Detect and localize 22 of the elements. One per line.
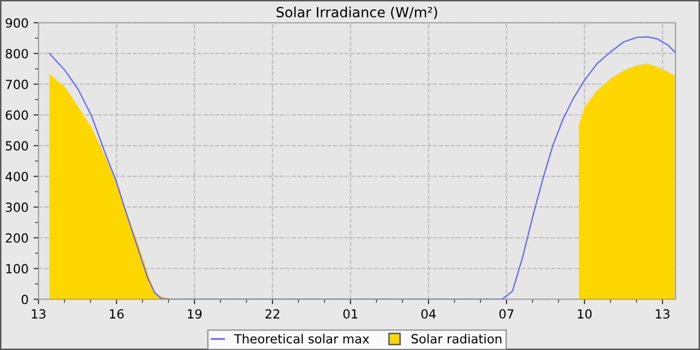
x-tick-label: 13: [656, 309, 670, 319]
y-tick-label: 600: [6, 110, 28, 120]
y-tick-label: 100: [6, 264, 28, 274]
x-tick-label: 10: [578, 309, 592, 319]
legend-label: Theoretical solar max: [234, 334, 370, 344]
y-tick-label: 300: [6, 202, 28, 212]
y-tick-label: 0: [22, 294, 28, 304]
y-tick-label: 700: [6, 80, 28, 90]
x-tick-label: 16: [110, 309, 124, 319]
y-tick-label: 900: [6, 18, 28, 28]
legend-label: Solar radiation: [412, 334, 502, 344]
y-tick-label: 500: [6, 141, 28, 151]
x-tick-label: 01: [343, 309, 358, 319]
chart-title: Solar Irradiance (W/m²): [276, 6, 438, 20]
y-tick-label: 800: [6, 48, 28, 58]
x-tick-label: 13: [32, 309, 46, 319]
x-tick-label: 07: [499, 309, 514, 319]
x-tick-label: 22: [265, 309, 280, 318]
y-tick-label: 400: [6, 172, 28, 182]
x-tick-label: 04: [421, 309, 436, 319]
y-tick-label: 200: [6, 233, 28, 243]
x-tick-label: 19: [188, 309, 202, 319]
